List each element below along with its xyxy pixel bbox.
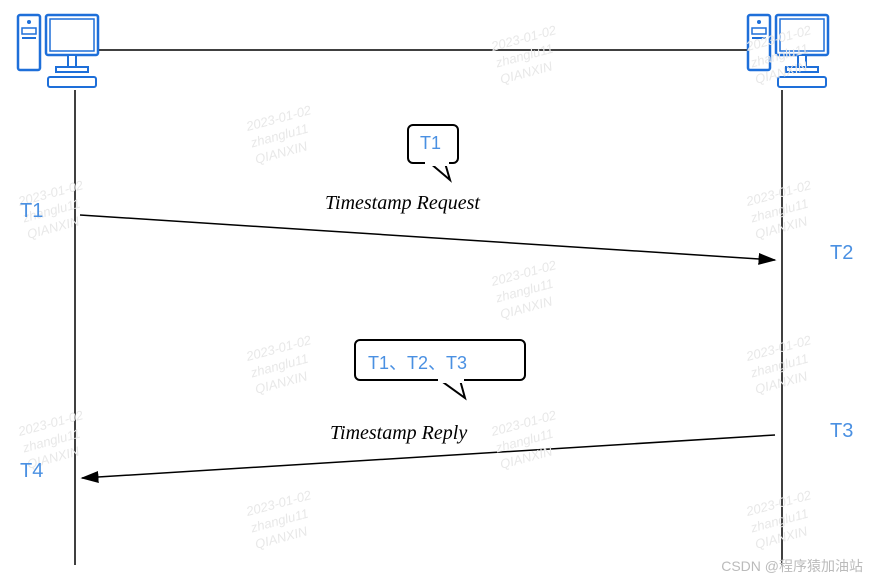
bubble1-text: T1 [420,133,441,154]
request-label: Timestamp Request [325,192,480,215]
computer-right-icon [748,15,828,87]
time-label-t4: T4 [20,460,43,483]
request-arrow [80,215,775,260]
time-label-t1: T1 [20,200,43,223]
computer-left-icon [18,15,98,87]
sequence-diagram [0,0,873,581]
time-label-t3: T3 [830,420,853,443]
reply-label: Timestamp Reply [330,422,467,445]
time-label-t2: T2 [830,242,853,265]
attribution-text: CSDN @程序猿加油站 [721,556,863,576]
bubble2-text: T1、T2、T3 [368,349,467,375]
